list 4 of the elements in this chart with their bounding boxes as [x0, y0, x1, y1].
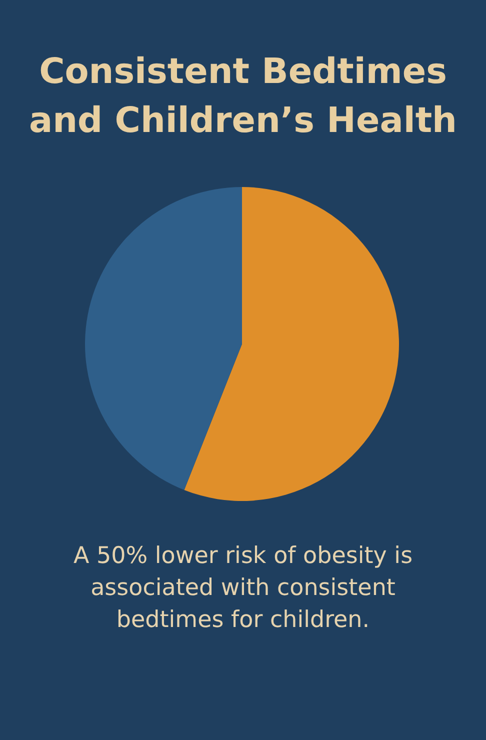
pie-slice: [85, 187, 242, 490]
pie-slice: [184, 187, 399, 501]
chart-title: Consistent Bedtimes and Children’s Health: [28, 51, 458, 143]
text: A 50% lower risk of obesity is associated with consistent bedtimes for children.: [72, 542, 414, 635]
